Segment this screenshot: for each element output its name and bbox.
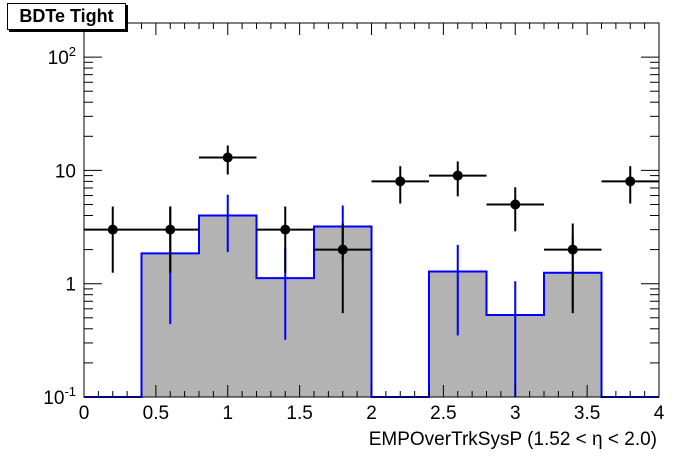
x-tick-label: 2.5 <box>430 403 456 424</box>
data-point <box>84 206 142 273</box>
x-axis-label: EMPOverTrkSysP (1.52 < η < 2.0) <box>369 429 657 450</box>
x-tick-label: 1.5 <box>286 403 312 424</box>
chart-title: BDTe Tight <box>7 3 126 30</box>
histogram-outline <box>84 214 659 398</box>
y-tick-label: 102 <box>48 44 76 69</box>
x-tick-label: 0.5 <box>143 403 169 424</box>
data-point <box>256 206 314 273</box>
point-marker <box>452 170 463 181</box>
tick-labels: 0 0.5 1 1.5 2 2.5 3 3.5 4 10-1 1 10 102 <box>43 44 664 424</box>
x-tick-label: 4 <box>654 403 665 424</box>
point-marker <box>222 152 233 163</box>
point-marker <box>337 244 348 255</box>
point-marker <box>510 199 521 210</box>
point-marker <box>107 224 118 235</box>
data-point <box>544 223 602 314</box>
y-tick-label: 10-1 <box>43 384 76 409</box>
data-point <box>314 223 372 314</box>
data-point <box>141 206 199 273</box>
point-marker <box>280 224 291 235</box>
x-tick-label: 0 <box>79 403 90 424</box>
data-point <box>371 166 429 204</box>
data-point <box>199 145 257 175</box>
axis-ticks <box>83 22 660 398</box>
x-tick-label: 3 <box>510 403 521 424</box>
x-tick-label: 2 <box>366 403 377 424</box>
data-point <box>429 161 487 197</box>
point-marker <box>625 176 636 187</box>
x-tick-label: 1 <box>222 403 233 424</box>
point-marker <box>567 244 578 255</box>
data-points <box>84 145 659 314</box>
y-tick-label: 10 <box>55 161 76 182</box>
point-marker <box>395 176 406 187</box>
x-tick-label: 3.5 <box>574 403 600 424</box>
data-point <box>486 187 544 232</box>
y-tick-label: 1 <box>65 275 76 296</box>
data-point <box>601 166 659 204</box>
point-marker <box>165 224 176 235</box>
